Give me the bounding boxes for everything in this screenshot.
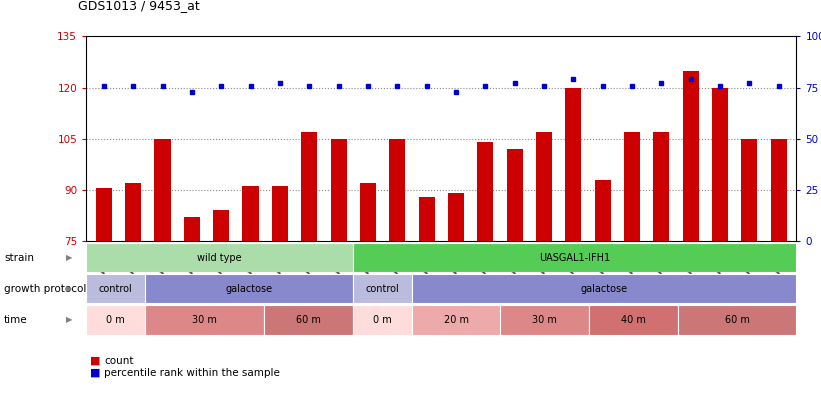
Text: 0 m: 0 m [107, 315, 125, 325]
Bar [86, 274, 145, 303]
Bar [654, 132, 669, 405]
Bar [242, 186, 259, 405]
Bar [301, 132, 317, 405]
Bar [536, 132, 552, 405]
Bar [594, 180, 611, 405]
Text: count: count [104, 356, 134, 366]
Text: 60 m: 60 m [296, 315, 320, 325]
Bar [360, 183, 376, 405]
Bar [184, 217, 200, 405]
Bar [624, 132, 640, 405]
Bar [145, 305, 264, 335]
Text: 40 m: 40 m [621, 315, 646, 325]
Text: control: control [99, 284, 133, 294]
Bar [154, 139, 171, 405]
Text: percentile rank within the sample: percentile rank within the sample [104, 368, 280, 378]
Bar [566, 87, 581, 405]
Bar [125, 183, 141, 405]
Bar [589, 305, 678, 335]
Text: 60 m: 60 m [725, 315, 750, 325]
Bar [411, 274, 796, 303]
Text: control: control [365, 284, 399, 294]
Bar [389, 139, 406, 405]
Bar [145, 274, 352, 303]
Bar [678, 305, 796, 335]
Text: wild type: wild type [197, 253, 241, 262]
Text: strain: strain [4, 253, 34, 262]
Bar [352, 243, 796, 272]
Text: UASGAL1-IFH1: UASGAL1-IFH1 [539, 253, 610, 262]
Bar [96, 188, 112, 405]
Bar [352, 305, 411, 335]
Bar [477, 142, 493, 405]
Text: 20 m: 20 m [443, 315, 469, 325]
Bar [448, 193, 464, 405]
Bar [86, 305, 145, 335]
Text: 0 m: 0 m [373, 315, 392, 325]
Bar [501, 305, 589, 335]
Text: 30 m: 30 m [532, 315, 557, 325]
Bar [411, 305, 501, 335]
Bar [771, 139, 787, 405]
Text: ▶: ▶ [66, 253, 72, 262]
Text: ▶: ▶ [66, 284, 72, 293]
Text: ■: ■ [90, 368, 101, 378]
Bar [507, 149, 523, 405]
Text: ■: ■ [90, 356, 101, 366]
Text: ▶: ▶ [66, 315, 72, 324]
Text: time: time [4, 315, 28, 325]
Bar [682, 70, 699, 405]
Text: 30 m: 30 m [192, 315, 217, 325]
Text: GDS1013 / 9453_at: GDS1013 / 9453_at [78, 0, 200, 12]
Text: galactose: galactose [580, 284, 627, 294]
Bar [86, 243, 352, 272]
Text: galactose: galactose [226, 284, 273, 294]
Bar [352, 274, 411, 303]
Bar [272, 186, 288, 405]
Bar [741, 139, 758, 405]
Text: growth protocol: growth protocol [4, 284, 86, 294]
Bar [264, 305, 352, 335]
Bar [712, 87, 728, 405]
Bar [213, 210, 229, 405]
Bar [331, 139, 346, 405]
Bar [419, 197, 434, 405]
